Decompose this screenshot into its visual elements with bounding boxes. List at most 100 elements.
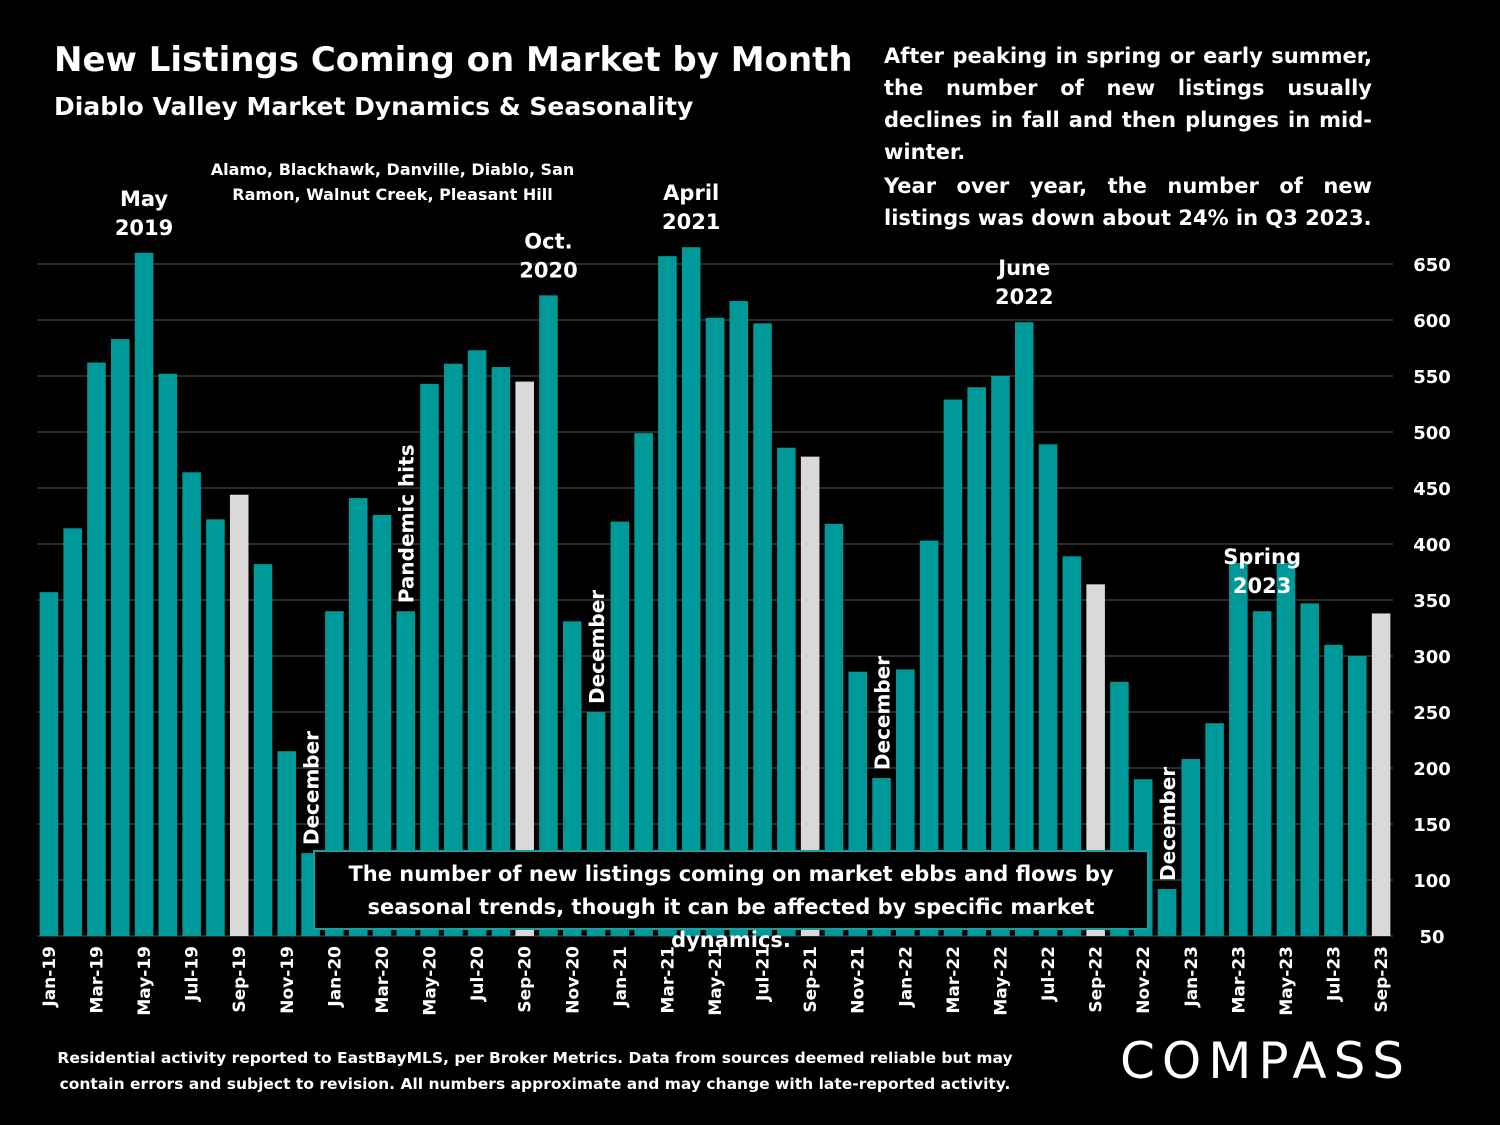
bar-Jan-19: [39, 592, 59, 936]
x-tick-label: Mar-21: [658, 946, 678, 1014]
x-tick-label: Jan-20: [325, 946, 345, 1008]
bar-Sep-22: [1086, 584, 1105, 936]
y-tick-label: 300: [1413, 647, 1451, 668]
bar-Oct-21: [824, 523, 844, 936]
commentary-paragraph-1: After peaking in spring or early summer,…: [884, 44, 1372, 164]
bars: [39, 247, 1391, 937]
bar-Aug-23: [1348, 656, 1367, 936]
bar-Mar-23: [1229, 563, 1248, 936]
x-tick-label: Jan-21: [611, 946, 631, 1008]
x-tick-label: Jul-19: [183, 946, 203, 1002]
bar-May-19: [134, 252, 154, 937]
y-tick-label: 650: [1413, 255, 1451, 276]
x-tick-label: Nov-20: [563, 946, 583, 1014]
compass-logo: COMPASS: [1120, 1032, 1412, 1090]
x-tick-label: Jul-20: [468, 946, 488, 1002]
bar-Mar-20: [372, 514, 392, 936]
bar-Jun-21: [729, 300, 749, 937]
annotation-label: 2023: [1233, 574, 1291, 598]
bar-Oct-19: [253, 564, 273, 936]
bar-Feb-20: [348, 498, 368, 936]
bar-Jun-20: [444, 363, 463, 936]
x-tick-label: May-19: [135, 946, 155, 1016]
x-tick-label: Mar-20: [373, 946, 393, 1014]
bar-Aug-19: [206, 519, 225, 936]
annotation-label: December: [1156, 767, 1180, 881]
annotation-label: Spring: [1223, 545, 1301, 569]
y-tick-label: 550: [1413, 367, 1451, 388]
bar-Apr-23: [1252, 611, 1272, 936]
x-tick-label: May-20: [421, 946, 441, 1016]
annotations: May 2019 December Pandemic hits Oct. 2020 Dece…: [115, 181, 1301, 881]
footer-note: Residential activity reported to EastBay…: [57, 1049, 1013, 1093]
bar-Jan-21: [610, 521, 630, 936]
annotation-label: Oct.: [524, 229, 572, 253]
bar-Mar-21: [658, 256, 677, 936]
bar-Jul-23: [1324, 644, 1343, 936]
bar-Mar-22: [943, 399, 963, 936]
bar-Apr-21: [681, 247, 701, 936]
bar-Sep-23: [1371, 613, 1391, 936]
bar-Jul-20: [467, 350, 487, 936]
bar-Sep-19: [229, 494, 249, 936]
y-axis-labels: 50 100 150 200 250 300 350 400 450 500 550 600 650: [1413, 255, 1451, 948]
bar-Apr-19: [110, 339, 130, 936]
bar-Dec-22: [1157, 888, 1177, 936]
bar-May-23: [1276, 563, 1296, 936]
y-tick-label: 200: [1413, 759, 1451, 780]
annotation-label: 2019: [115, 216, 173, 240]
bar-May-21: [705, 317, 725, 936]
bar-Jul-21: [753, 323, 772, 936]
y-tick-label: 50: [1419, 927, 1444, 948]
x-tick-label: Sep-21: [801, 946, 821, 1013]
annotation-label: December: [585, 590, 609, 704]
bar-Aug-21: [777, 447, 796, 936]
commentary-paragraph-2: Year over year, the number of new listin…: [884, 174, 1372, 230]
bar-May-22: [991, 376, 1010, 936]
x-tick-label: Sep-23: [1372, 946, 1392, 1013]
x-tick-label: Jan-19: [40, 946, 60, 1008]
x-tick-label: Mar-22: [944, 946, 964, 1014]
bar-Feb-22: [919, 540, 939, 936]
x-tick-label: Jul-22: [1039, 946, 1059, 1002]
towns-note: Alamo, Blackhawk, Danville, Diablo, San …: [210, 160, 575, 204]
annotation-label: 2021: [662, 210, 720, 234]
x-tick-label: Nov-21: [849, 946, 869, 1014]
annotation-label: Pandemic hits: [395, 444, 419, 603]
x-tick-label: Jul-23: [1325, 946, 1345, 1002]
y-tick-label: 250: [1413, 703, 1451, 724]
bar-May-20: [420, 383, 439, 937]
y-tick-label: 450: [1413, 479, 1451, 500]
bar-Jul-19: [182, 472, 201, 936]
bar-Jun-19: [158, 373, 178, 936]
x-tick-label: Jan-22: [896, 946, 916, 1008]
annotation-label: 2022: [995, 285, 1053, 309]
bar-Oct-20: [539, 295, 558, 936]
bar-Jan-23: [1181, 759, 1201, 936]
bar-Sep-21: [800, 456, 820, 936]
bar-Jun-23: [1300, 603, 1320, 936]
chart-subtitle: Diablo Valley Market Dynamics & Seasonal…: [54, 92, 694, 121]
bar-Apr-22: [967, 387, 986, 936]
x-tick-label: May-21: [706, 946, 726, 1016]
x-axis-labels: Jan-19 Mar-19 May-19 Jul-19 Sep-19 Nov-19 Jan-…: [40, 946, 1392, 1016]
annotation-label: December: [871, 656, 895, 770]
bar-Jun-22: [1014, 322, 1034, 936]
y-tick-label: 600: [1413, 311, 1451, 332]
x-tick-label: Jan-23: [1182, 946, 1202, 1008]
chart-title: New Listings Coming on Market by Month: [54, 40, 853, 80]
annotation-label: 2020: [519, 258, 577, 282]
x-tick-label: Jul-21: [754, 946, 774, 1002]
bar-Aug-20: [491, 367, 511, 936]
x-tick-label: Mar-19: [87, 946, 107, 1014]
x-tick-label: May-22: [991, 946, 1011, 1016]
annotation-label: June: [996, 256, 1050, 280]
bar-Aug-22: [1062, 556, 1082, 936]
y-tick-label: 400: [1413, 535, 1451, 556]
x-tick-label: Nov-22: [1134, 946, 1154, 1014]
y-tick-label: 150: [1413, 815, 1451, 836]
x-tick-label: May-23: [1277, 946, 1297, 1016]
bar-Mar-19: [87, 362, 106, 936]
bar-Nov-19: [277, 751, 297, 936]
